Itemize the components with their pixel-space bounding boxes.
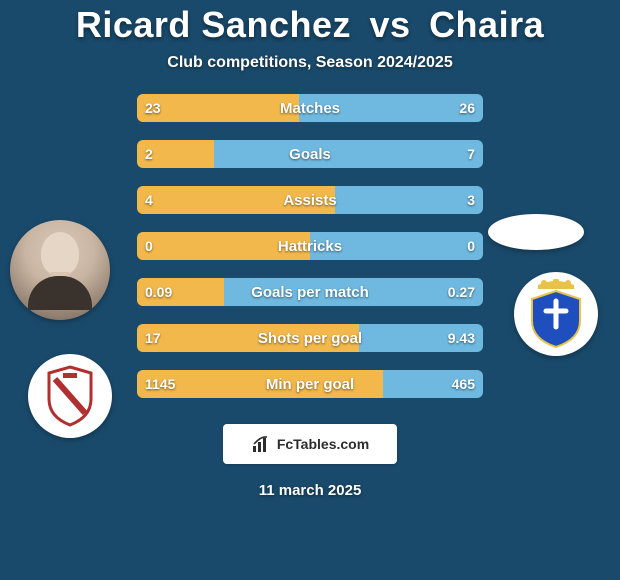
page-title: Ricard Sanchez vs Chaira	[76, 4, 544, 46]
player1-avatar	[10, 220, 110, 320]
club-left-crest-icon	[45, 365, 95, 427]
stat-bar-left	[137, 232, 310, 260]
club-right-crest-icon	[526, 279, 586, 349]
stat-bar-left	[137, 324, 359, 352]
stat-row: Min per goal1145465	[137, 370, 483, 398]
stat-value-right: 26	[451, 94, 483, 122]
stat-value-right: 7	[459, 140, 483, 168]
stat-value-left: 0	[137, 232, 161, 260]
stat-bar-left	[137, 186, 335, 214]
stat-value-left: 4	[137, 186, 161, 214]
stat-value-left: 2	[137, 140, 161, 168]
brand-footer[interactable]: FcTables.com	[223, 424, 397, 464]
stat-bars: Matches2326Goals27Assists43Hattricks00Go…	[137, 94, 483, 398]
player2-avatar-placeholder	[488, 214, 584, 250]
brand-text: FcTables.com	[277, 436, 369, 452]
club-right-badge	[514, 272, 598, 356]
fctables-logo-icon	[251, 434, 271, 454]
title-player1: Ricard Sanchez	[76, 4, 351, 45]
stat-value-left: 1145	[137, 370, 183, 398]
stat-row: Goals per match0.090.27	[137, 278, 483, 306]
stat-value-left: 0.09	[137, 278, 180, 306]
stat-row: Assists43	[137, 186, 483, 214]
subtitle: Club competitions, Season 2024/2025	[167, 54, 452, 72]
club-left-badge	[28, 354, 112, 438]
stat-value-right: 3	[459, 186, 483, 214]
stat-bar-right	[214, 140, 483, 168]
stat-bar-right	[310, 232, 483, 260]
stat-row: Matches2326	[137, 94, 483, 122]
stat-value-right: 465	[444, 370, 483, 398]
stat-row: Shots per goal179.43	[137, 324, 483, 352]
stat-value-right: 0.27	[440, 278, 483, 306]
title-player2: Chaira	[429, 4, 544, 45]
stat-value-right: 0	[459, 232, 483, 260]
stat-value-left: 17	[137, 324, 169, 352]
person-silhouette-icon	[28, 230, 92, 310]
stat-row: Goals27	[137, 140, 483, 168]
date-text: 11 march 2025	[259, 482, 362, 499]
stat-value-right: 9.43	[440, 324, 483, 352]
comparison-stage: Matches2326Goals27Assists43Hattricks00Go…	[0, 94, 620, 398]
content-root: Ricard Sanchez vs Chaira Club competitio…	[0, 0, 620, 580]
title-vs: vs	[370, 4, 411, 45]
stat-row: Hattricks00	[137, 232, 483, 260]
stat-value-left: 23	[137, 94, 169, 122]
